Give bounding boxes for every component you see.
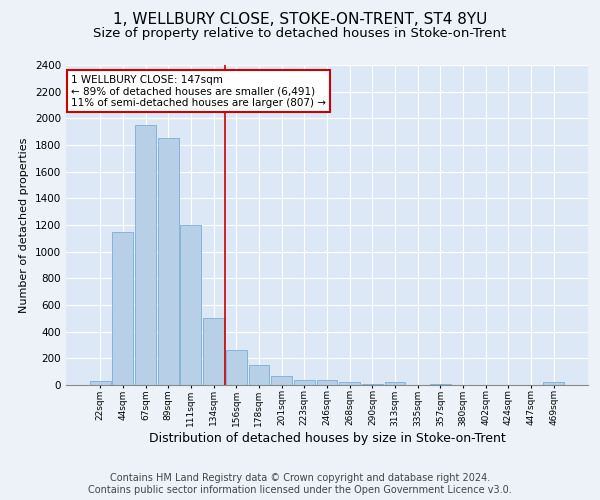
Text: Size of property relative to detached houses in Stoke-on-Trent: Size of property relative to detached ho… <box>94 28 506 40</box>
Bar <box>362 384 383 385</box>
X-axis label: Distribution of detached houses by size in Stoke-on-Trent: Distribution of detached houses by size … <box>149 432 505 446</box>
Text: Contains HM Land Registry data © Crown copyright and database right 2024.
Contai: Contains HM Land Registry data © Crown c… <box>88 474 512 495</box>
Bar <box>317 380 337 385</box>
Text: 1 WELLBURY CLOSE: 147sqm
← 89% of detached houses are smaller (6,491)
11% of sem: 1 WELLBURY CLOSE: 147sqm ← 89% of detach… <box>71 74 326 108</box>
Bar <box>385 382 406 385</box>
Bar <box>294 380 315 385</box>
Bar <box>181 225 202 385</box>
Bar <box>271 376 292 385</box>
Bar <box>203 318 224 385</box>
Bar <box>135 125 156 385</box>
Bar <box>339 382 360 385</box>
Bar <box>544 382 564 385</box>
Bar <box>112 232 133 385</box>
Bar <box>248 365 269 385</box>
Bar <box>90 381 110 385</box>
Bar <box>226 350 247 385</box>
Y-axis label: Number of detached properties: Number of detached properties <box>19 138 29 312</box>
Bar <box>430 384 451 385</box>
Text: 1, WELLBURY CLOSE, STOKE-ON-TRENT, ST4 8YU: 1, WELLBURY CLOSE, STOKE-ON-TRENT, ST4 8… <box>113 12 487 28</box>
Bar <box>158 138 179 385</box>
